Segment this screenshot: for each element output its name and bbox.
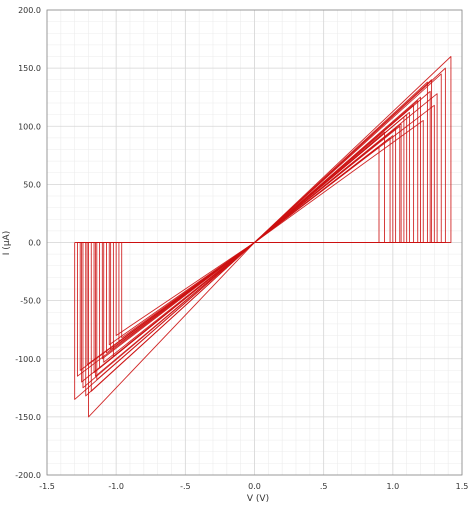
x-axis-title: V (V) <box>247 494 269 504</box>
y-tick-label: 0.0 <box>28 239 41 248</box>
y-axis-title: I (µA) <box>2 231 12 255</box>
x-tick-label: -.5 <box>180 482 191 491</box>
y-tick-label: -100.0 <box>15 355 41 364</box>
x-tick-label: -1.5 <box>39 482 55 491</box>
y-tick-label: -200.0 <box>15 471 41 480</box>
x-tick-label: 1.5 <box>456 482 469 491</box>
x-tick-label: .5 <box>320 482 328 491</box>
y-tick-label: -50.0 <box>20 297 41 306</box>
tick-labels: -1.5 -1.0 -.5 0.0 .5 1.0 1.5 -200.0 -150.0 -100.0… <box>15 6 468 491</box>
y-tick-label: 100.0 <box>18 122 41 131</box>
x-tick-label: 1.0 <box>386 482 399 491</box>
x-tick-label: -1.0 <box>108 482 124 491</box>
y-tick-label: 50.0 <box>23 180 41 189</box>
y-tick-label: -150.0 <box>15 413 41 422</box>
y-tick-label: 200.0 <box>18 6 41 15</box>
series-group <box>74 56 452 418</box>
plot-frame <box>46 9 463 476</box>
series-line-22 <box>79 123 402 371</box>
x-tick-label: 0.0 <box>248 482 261 491</box>
y-tick-label: 150.0 <box>18 64 41 73</box>
